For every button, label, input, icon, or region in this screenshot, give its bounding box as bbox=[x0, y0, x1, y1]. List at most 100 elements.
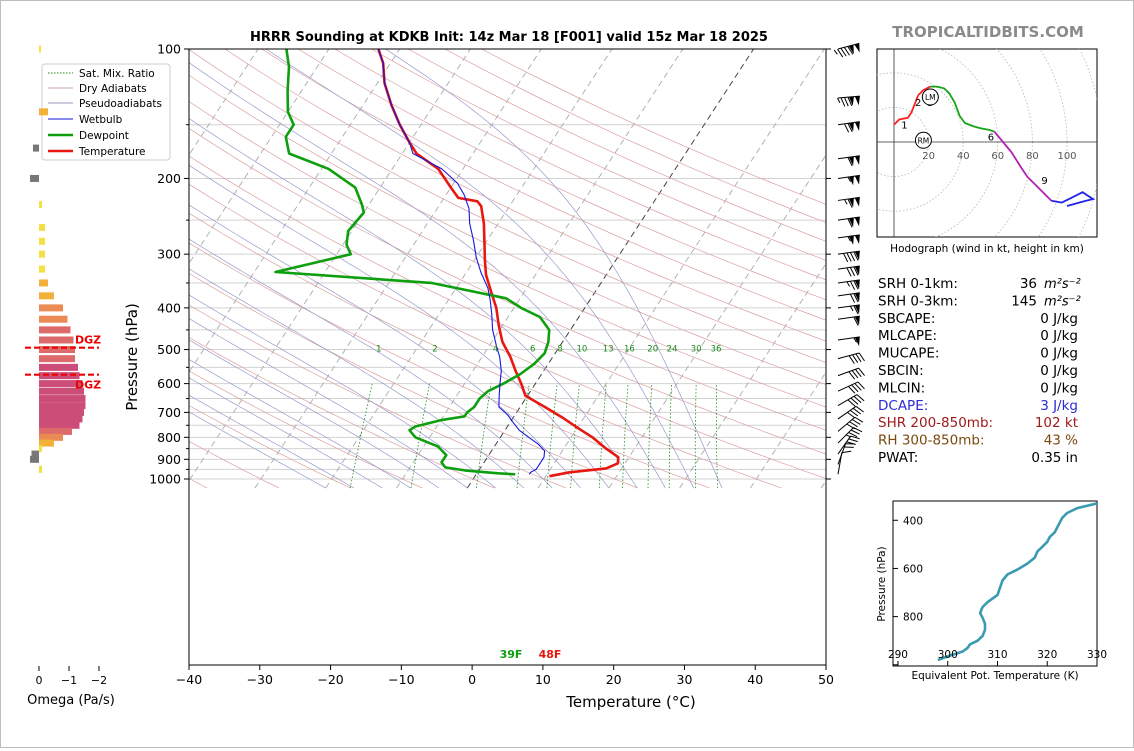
brand-watermark: TROPICALTIDBITS.COM bbox=[892, 23, 1084, 41]
hodograph-caption: Hodograph (wind in kt, height in km) bbox=[890, 243, 1084, 255]
omega-bar bbox=[39, 380, 83, 388]
mixing-ratio-line bbox=[546, 383, 558, 489]
barb-staff bbox=[837, 279, 860, 284]
barb-flag bbox=[854, 175, 860, 185]
wind-barb bbox=[837, 304, 860, 315]
omega-bar bbox=[31, 450, 39, 458]
hodograph-ring-label: 60 bbox=[991, 151, 1004, 162]
barb-full bbox=[855, 353, 862, 363]
barb-full bbox=[849, 252, 856, 262]
barb-full bbox=[847, 96, 853, 107]
dry-adiabat bbox=[189, 127, 826, 431]
hodograph-segment bbox=[1051, 191, 1096, 207]
wind-barb bbox=[837, 315, 860, 326]
index-value: 36 bbox=[1020, 276, 1037, 292]
index-value: 0.35 in bbox=[1031, 450, 1078, 466]
barb-full bbox=[851, 419, 861, 425]
index-value: 43 % bbox=[1044, 433, 1078, 449]
barb-full bbox=[849, 409, 859, 417]
isotherm-line bbox=[679, 262, 826, 489]
barb-flag bbox=[854, 266, 860, 276]
omega-bar bbox=[39, 439, 54, 447]
barb-full bbox=[854, 416, 864, 423]
isotherm-line bbox=[189, 49, 471, 482]
index-label: MLCIN: bbox=[878, 380, 925, 396]
dry-adiabat bbox=[334, 49, 826, 281]
dry-adiabat bbox=[189, 49, 826, 363]
barb-full bbox=[849, 280, 856, 290]
moist-adiabat bbox=[189, 359, 411, 489]
moist-adiabat bbox=[385, 49, 723, 489]
indices-table: SRH 0-1km: 36 m²s⁻² SRH 0-3km: 145 m²s⁻² SBCAP… bbox=[878, 276, 1081, 466]
mixing-ratio-line bbox=[668, 383, 672, 489]
hodograph bbox=[877, 49, 1097, 237]
wind-barb bbox=[837, 352, 865, 364]
barb-staff bbox=[837, 352, 860, 360]
hodograph-frame bbox=[876, 48, 1098, 238]
hodograph-ring-label: 100 bbox=[1057, 151, 1076, 162]
x-tick-label: −40 bbox=[176, 672, 202, 687]
wind-barb bbox=[837, 292, 860, 303]
barb-flag bbox=[854, 96, 860, 106]
moist-adiabat bbox=[189, 238, 553, 489]
barb-staff bbox=[837, 216, 860, 221]
moist-adiabat bbox=[189, 318, 468, 489]
index-label: PWAT: bbox=[878, 450, 918, 466]
barb-full bbox=[857, 381, 865, 390]
theta-e-x-tick-label: 320 bbox=[1037, 649, 1057, 661]
storm-motion-label: RM bbox=[918, 136, 930, 145]
barb-staff bbox=[837, 336, 860, 341]
mixing-ratio-line bbox=[647, 383, 653, 489]
storm-motion-label: LM bbox=[925, 93, 936, 102]
skewt-background-lines bbox=[189, 49, 826, 489]
barb-staff bbox=[837, 435, 852, 455]
barb-full bbox=[837, 48, 844, 58]
barb-staff bbox=[837, 265, 860, 270]
wind-barb bbox=[837, 427, 863, 444]
mixing-ratio-line bbox=[598, 383, 607, 489]
omega-bar bbox=[39, 421, 80, 429]
skewt-profiles bbox=[274, 49, 620, 478]
omega-xlabel: Omega (Pa/s) bbox=[27, 693, 115, 708]
omega-bar bbox=[39, 408, 84, 416]
barb-flag bbox=[854, 43, 860, 53]
mixing-ratio-label: 36 bbox=[711, 344, 722, 354]
x-tick-label: 50 bbox=[818, 672, 834, 687]
isotherm-line bbox=[608, 154, 826, 489]
omega-bar bbox=[39, 45, 41, 53]
omega-bar bbox=[39, 336, 74, 344]
omega-bar bbox=[33, 144, 39, 152]
y-tick-label: 600 bbox=[157, 376, 181, 391]
mixing-ratio-line bbox=[349, 383, 373, 489]
index-label: SRH 0-1km: bbox=[878, 276, 958, 292]
dry-adiabat bbox=[189, 304, 567, 489]
y-tick-label: 500 bbox=[157, 342, 181, 357]
barb-flag bbox=[854, 234, 860, 245]
moist-adiabat bbox=[189, 164, 610, 489]
barb-flag bbox=[854, 197, 860, 207]
barb-full bbox=[847, 399, 856, 407]
hodograph-segment bbox=[893, 94, 920, 126]
index-value: 3 J/kg bbox=[1040, 398, 1078, 414]
barb-full bbox=[858, 367, 865, 376]
isotherm-line bbox=[537, 49, 825, 489]
index-value: 0 J/kg bbox=[1040, 311, 1078, 327]
barb-flag bbox=[848, 198, 854, 208]
isotherm-line bbox=[189, 49, 401, 373]
surface-temperature-label: 48F bbox=[539, 648, 562, 661]
mixing-ratio-label: 16 bbox=[624, 344, 635, 354]
legend: Sat. Mix. Ratio Dry Adiabats Pseudoadiab… bbox=[41, 63, 171, 161]
dry-adiabat bbox=[189, 337, 495, 489]
wind-barb bbox=[837, 279, 860, 290]
barb-full bbox=[852, 354, 859, 363]
theta-e-y-tick-label: 400 bbox=[903, 515, 923, 527]
omega-bar bbox=[39, 279, 48, 287]
isotherm-line bbox=[466, 49, 754, 489]
index-label: MLCAPE: bbox=[878, 328, 937, 344]
omega-bar bbox=[39, 326, 71, 334]
omega-bar bbox=[39, 237, 45, 245]
barb-full bbox=[848, 432, 858, 438]
barb-full bbox=[853, 266, 859, 276]
dewpoint-profile bbox=[274, 49, 551, 476]
index-label: SBCAPE: bbox=[878, 311, 935, 327]
